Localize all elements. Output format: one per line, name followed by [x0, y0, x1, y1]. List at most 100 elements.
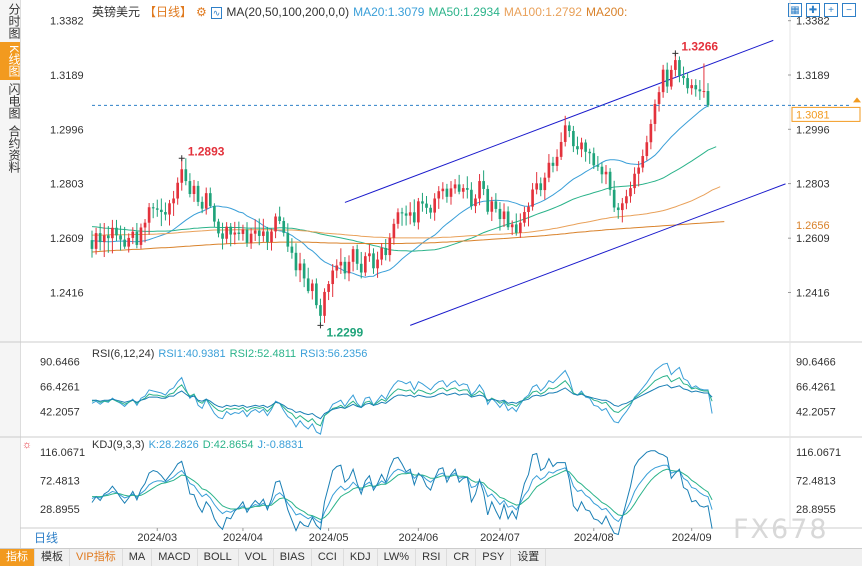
- indicator-toolbar: 指标 模板 VIP指标 MA MACD BOLL VOL BIAS CCI KD…: [0, 548, 862, 566]
- sidebar-item-contract-info[interactable]: 合约资料: [7, 125, 21, 174]
- candle-body: [135, 231, 139, 245]
- tab-kdj[interactable]: KDJ: [344, 549, 378, 566]
- tab-settings[interactable]: 设置: [511, 549, 547, 566]
- x-tick-label: 2024/04: [223, 532, 263, 544]
- candle-body: [494, 201, 498, 209]
- candle-body: [372, 253, 375, 269]
- x-tick-label: 2024/03: [137, 532, 177, 544]
- left-sidebar: 分时图 K线图 闪电图 合约资料: [0, 0, 21, 548]
- candle-body: [323, 291, 326, 316]
- ma200-value: MA200:: [585, 5, 628, 19]
- sidebar-item-timeshare[interactable]: 分时图: [7, 3, 21, 39]
- tab-bias[interactable]: BIAS: [274, 549, 312, 566]
- candle-body: [282, 221, 286, 233]
- tab-vol[interactable]: VOL: [239, 549, 274, 566]
- candle-body: [237, 232, 241, 234]
- x-tick-label: 2024/07: [480, 532, 520, 544]
- candle-body: [678, 60, 681, 76]
- tab-psy[interactable]: PSY: [476, 549, 512, 566]
- annotation-label: 1.3266: [681, 39, 718, 53]
- candle-body: [400, 212, 404, 214]
- y-tick-left: 116.0671: [40, 447, 85, 459]
- candle-body: [225, 226, 228, 239]
- sidebar-item-kline[interactable]: K线图: [0, 42, 21, 81]
- candle-body: [294, 252, 298, 271]
- symbol-name: 英镑美元: [92, 5, 141, 19]
- ma-params: MA(20,50,100,200,0,0): [226, 5, 350, 19]
- candle-body: [706, 91, 710, 106]
- candle-body: [674, 60, 677, 70]
- tab-cci[interactable]: CCI: [312, 549, 344, 566]
- candle-body: [241, 229, 245, 234]
- tab-macd[interactable]: MACD: [152, 549, 198, 566]
- candle-body: [702, 91, 706, 93]
- tab-boll[interactable]: BOLL: [198, 549, 239, 566]
- candle-body: [412, 212, 416, 223]
- y-tick-left: 42.2057: [40, 406, 80, 418]
- y-tick-right: 28.8955: [796, 504, 836, 516]
- rsi2-value: RSI2:52.4811: [229, 348, 297, 360]
- sidebar-item-lightning[interactable]: 闪电图: [7, 83, 21, 120]
- candle-body: [180, 169, 184, 183]
- candle-body: [600, 166, 604, 175]
- candle-body: [388, 237, 392, 256]
- candle-body: [200, 201, 204, 209]
- candle-body: [449, 188, 453, 197]
- candle-body: [470, 189, 473, 207]
- candle-body: [270, 231, 273, 243]
- ma-toggle-icon[interactable]: ∿: [210, 7, 223, 19]
- zoom-in-icon[interactable]: +: [824, 3, 838, 17]
- candle-body: [482, 181, 485, 189]
- y-tick-right: 42.2057: [796, 406, 836, 418]
- candle-body: [604, 171, 608, 175]
- candle-body: [266, 231, 269, 243]
- tab-lw[interactable]: LW%: [378, 549, 417, 566]
- candle-body: [547, 162, 551, 178]
- candle-body: [147, 207, 151, 223]
- tab-rsi[interactable]: RSI: [416, 549, 448, 566]
- rsi1-value: RSI1:40.9381: [158, 348, 226, 360]
- line-ma100: [92, 186, 721, 239]
- settings-icon[interactable]: ⚙: [196, 5, 207, 19]
- rsi-header: RSI(6,12,24) RSI1:40.9381 RSI2:52.4811 RSI3…: [92, 348, 371, 360]
- candle-body: [192, 185, 196, 195]
- grid-icon[interactable]: ▦: [788, 3, 802, 17]
- candle-body: [151, 207, 155, 209]
- candle-body: [559, 141, 563, 157]
- candle-body: [535, 183, 538, 190]
- candle-body: [306, 278, 310, 292]
- annotation-label: 1.2299: [326, 325, 363, 339]
- tab-ma[interactable]: MA: [123, 549, 153, 566]
- tab-indicators[interactable]: 指标: [0, 549, 35, 566]
- candle-body: [523, 212, 526, 223]
- chart-canvas[interactable]: 1.3382 1.3382 1.3189 1.3189 1.2996 1.2996 1.28…: [0, 0, 862, 548]
- line-ma50: [91, 146, 717, 252]
- annotation-mark: [672, 50, 679, 57]
- candle-body: [592, 153, 596, 166]
- candle-body: [686, 78, 689, 89]
- tab-templates[interactable]: 模板: [35, 549, 70, 566]
- candle-body: [111, 227, 114, 239]
- candle-body: [355, 249, 359, 264]
- y-tick-right: 1.2803: [796, 179, 830, 191]
- kdj-settings-icon[interactable]: ☼: [22, 439, 33, 451]
- crosshair-icon[interactable]: ✚: [806, 3, 820, 17]
- candle-body: [682, 75, 685, 79]
- tab-cr[interactable]: CR: [447, 549, 477, 566]
- y-tick-right: 1.3382: [796, 16, 830, 28]
- candle-body: [253, 230, 257, 234]
- zoom-out-icon[interactable]: −: [842, 3, 856, 17]
- candle-body: [510, 224, 514, 228]
- candle-body: [461, 188, 465, 192]
- kdj-d-value: D:42.8654: [202, 439, 254, 451]
- ma200-box: [792, 217, 860, 232]
- candle-body: [221, 233, 224, 239]
- period-selector[interactable]: 日线: [33, 531, 58, 545]
- y-tick-right: 1.2416: [796, 287, 830, 299]
- candle-body: [127, 237, 131, 247]
- y-tick-right: 1.3189: [796, 70, 830, 82]
- last-price-label: 1.3081: [796, 109, 830, 121]
- y-tick-right: 90.6466: [796, 357, 836, 369]
- candle-body: [213, 206, 216, 222]
- tab-vip-indicators[interactable]: VIP指标: [70, 549, 123, 566]
